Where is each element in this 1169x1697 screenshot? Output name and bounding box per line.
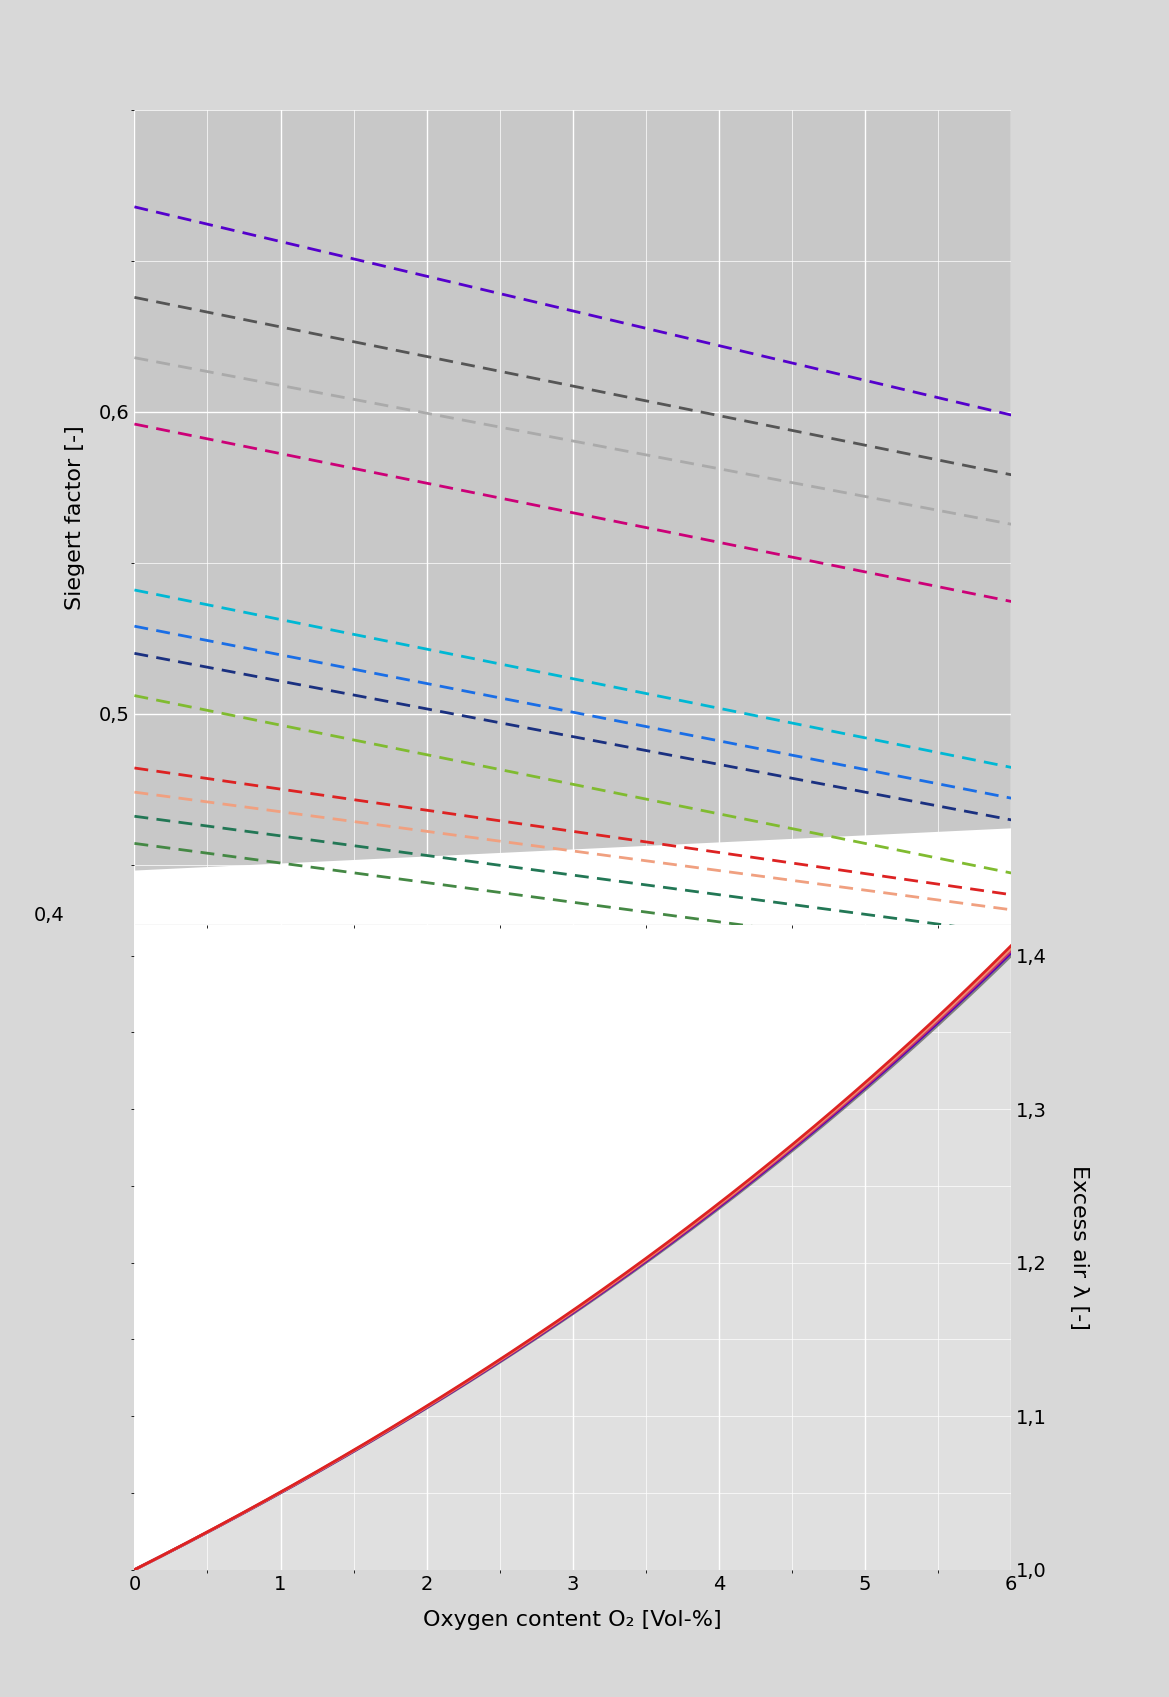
- X-axis label: Oxygen content O₂ [Vol-%]: Oxygen content O₂ [Vol-%]: [423, 1610, 722, 1631]
- Polygon shape: [134, 925, 1011, 1570]
- Y-axis label: Excess air λ [-]: Excess air λ [-]: [1068, 1164, 1088, 1330]
- Y-axis label: Siegert factor [-]: Siegert factor [-]: [64, 426, 85, 609]
- Text: 0,4: 0,4: [34, 906, 64, 925]
- Polygon shape: [134, 828, 1011, 925]
